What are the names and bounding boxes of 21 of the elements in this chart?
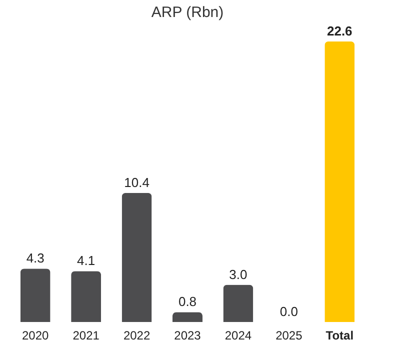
bar bbox=[172, 312, 202, 322]
data-label: 10.4 bbox=[124, 174, 150, 190]
x-tick-label: Total bbox=[326, 328, 354, 342]
x-tick-label: 2024 bbox=[224, 328, 252, 342]
x-tick-label: 2025 bbox=[276, 328, 303, 342]
x-tick-label: 2021 bbox=[72, 328, 100, 342]
x-tick-label: 2023 bbox=[174, 328, 202, 342]
chart-title: ARP (Rbn) bbox=[151, 4, 224, 21]
x-tick-label: 2020 bbox=[22, 328, 50, 342]
data-label: 0.0 bbox=[280, 304, 298, 319]
data-label: 22.6 bbox=[326, 23, 352, 38]
bar bbox=[71, 271, 102, 322]
data-label: 3.0 bbox=[229, 266, 248, 282]
bar bbox=[223, 284, 254, 322]
data-label: 4.1 bbox=[77, 253, 96, 268]
x-tick-label: 2022 bbox=[123, 328, 150, 342]
bar bbox=[122, 192, 152, 322]
bar bbox=[324, 41, 355, 322]
bar bbox=[20, 268, 50, 322]
data-label: 4.3 bbox=[26, 250, 44, 266]
data-label: 0.8 bbox=[178, 294, 197, 310]
